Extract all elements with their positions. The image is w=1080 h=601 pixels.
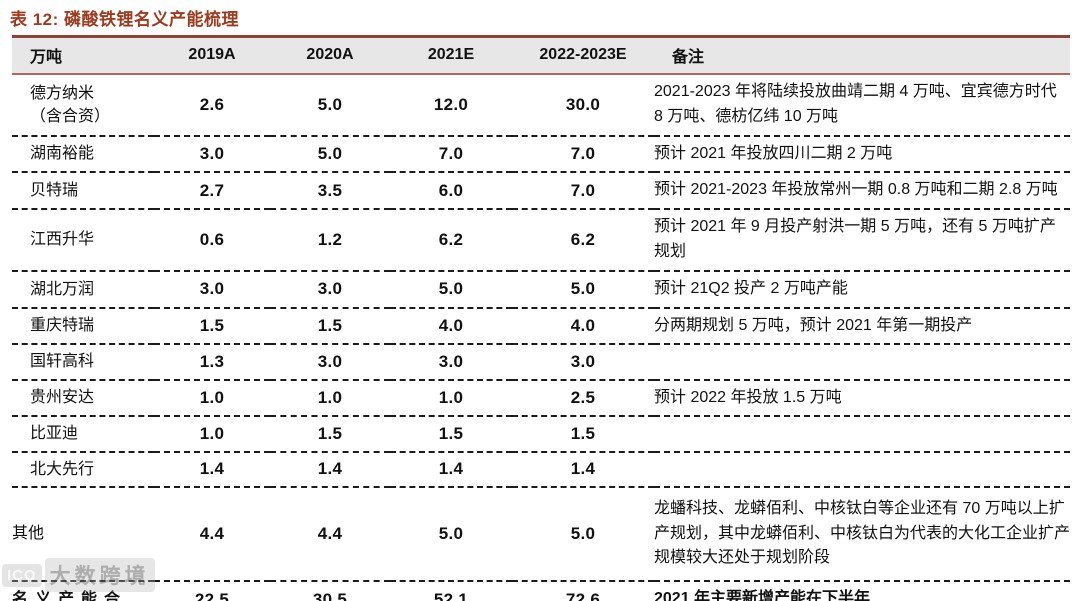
value-2020a: 5.0 xyxy=(270,135,390,174)
value-2020a: 3.5 xyxy=(270,172,390,211)
value-2019a: 2.7 xyxy=(154,172,270,211)
value-2022-2023e: 1.4 xyxy=(512,451,654,488)
remark-text: 2021-2023 年将陆续投放曲靖二期 4 万吨、宜宾德方时代 8 万吨、德枋… xyxy=(654,74,1070,137)
value-2021e: 5.0 xyxy=(390,486,512,583)
value-2021e: 6.0 xyxy=(390,172,512,211)
value-2019a: 3.0 xyxy=(154,270,270,309)
value-2019a: 1.4 xyxy=(154,451,270,488)
col-header-2019a: 2019A xyxy=(154,35,270,75)
col-header-2021e: 2021E xyxy=(390,35,512,75)
company-name: 贵州安达 xyxy=(12,379,154,418)
value-2020a: 3.0 xyxy=(270,270,390,309)
remark-text: 龙蟠科技、龙蟒佰利、中核钛白等企业还有 70 万吨以上扩产规划，其中龙蟒佰利、中… xyxy=(654,486,1070,583)
remark-text xyxy=(654,416,1070,453)
value-2020a: 4.4 xyxy=(270,486,390,583)
value-2020a: 5.0 xyxy=(270,74,390,137)
value-2019a: 1.5 xyxy=(154,307,270,346)
value-2019a: 1.0 xyxy=(154,379,270,418)
value-2022-2023e: 4.0 xyxy=(512,307,654,346)
total-2022-2023e: 72.6 xyxy=(512,581,654,601)
value-2020a: 1.4 xyxy=(270,451,390,488)
value-2020a: 1.0 xyxy=(270,379,390,418)
remark-text: 预计 2021-2023 年投放常州一期 0.8 万吨和二期 2.8 万吨 xyxy=(654,172,1070,211)
company-name: 德方纳米 （含合资） xyxy=(12,74,154,137)
value-2022-2023e: 30.0 xyxy=(512,74,654,137)
total-row: 名义产能合 22.5 30.5 52.1 72.6 2021 年主要新增产能在下… xyxy=(12,581,1070,601)
remark-text: 预计 2021 年投放四川二期 2 万吨 xyxy=(654,135,1070,174)
company-name: 比亚迪 xyxy=(12,416,154,453)
table-row: 江西升华 0.6 1.2 6.2 6.2 预计 2021 年 9 月投产射洪一期… xyxy=(12,209,1070,272)
col-header-remark: 备注 xyxy=(654,35,1070,75)
value-2019a: 3.0 xyxy=(154,135,270,174)
value-2021e: 6.2 xyxy=(390,209,512,272)
remark-text: 预计 2022 年投放 1.5 万吨 xyxy=(654,379,1070,418)
value-2021e: 1.5 xyxy=(390,416,512,453)
col-header-unit: 万吨 xyxy=(12,35,154,75)
value-2020a: 1.5 xyxy=(270,307,390,346)
value-2021e: 5.0 xyxy=(390,270,512,309)
total-2021e: 52.1 xyxy=(390,581,512,601)
table-header: 万吨 2019A 2020A 2021E 2022-2023E 备注 xyxy=(12,35,1070,75)
remark-text: 分两期规划 5 万吨，预计 2021 年第一期投产 xyxy=(654,307,1070,346)
value-2022-2023e: 3.0 xyxy=(512,344,654,381)
value-2022-2023e: 1.5 xyxy=(512,416,654,453)
value-2021e: 1.4 xyxy=(390,451,512,488)
remark-text: 预计 2021 年 9 月投产射洪一期 5 万吨，还有 5 万吨扩产规划 xyxy=(654,209,1070,272)
table-row: 其他 4.4 4.4 5.0 5.0 龙蟠科技、龙蟒佰利、中核钛白等企业还有 7… xyxy=(12,486,1070,583)
table-row: 比亚迪 1.0 1.5 1.5 1.5 xyxy=(12,416,1070,453)
value-2021e: 3.0 xyxy=(390,344,512,381)
table-title: 表 12: 磷酸铁锂名义产能梳理 xyxy=(10,10,240,29)
value-2021e: 7.0 xyxy=(390,135,512,174)
value-2020a: 1.5 xyxy=(270,416,390,453)
value-2022-2023e: 6.2 xyxy=(512,209,654,272)
company-name: 重庆特瑞 xyxy=(12,307,154,346)
value-2019a: 4.4 xyxy=(154,486,270,583)
company-name: 国轩高科 xyxy=(12,344,154,381)
company-name: 湖北万润 xyxy=(12,270,154,309)
table-row: 湖南裕能 3.0 5.0 7.0 7.0 预计 2021 年投放四川二期 2 万… xyxy=(12,135,1070,174)
value-2020a: 1.2 xyxy=(270,209,390,272)
value-2022-2023e: 7.0 xyxy=(512,135,654,174)
header-row: 万吨 2019A 2020A 2021E 2022-2023E 备注 xyxy=(12,35,1070,75)
value-2022-2023e: 5.0 xyxy=(512,486,654,583)
value-2019a: 2.6 xyxy=(154,74,270,137)
table-row: 湖北万润 3.0 3.0 5.0 5.0 预计 21Q2 投产 2 万吨产能 xyxy=(12,270,1070,309)
total-2019a: 22.5 xyxy=(154,581,270,601)
remark-text xyxy=(654,451,1070,488)
value-2019a: 1.0 xyxy=(154,416,270,453)
col-header-2020a: 2020A xyxy=(270,35,390,75)
company-name: 北大先行 xyxy=(12,451,154,488)
value-2019a: 1.3 xyxy=(154,344,270,381)
col-header-2022-2023e: 2022-2023E xyxy=(512,35,654,75)
total-label: 名义产能合 xyxy=(12,581,154,601)
value-2021e: 1.0 xyxy=(390,379,512,418)
total-2020a: 30.5 xyxy=(270,581,390,601)
company-name: 贝特瑞 xyxy=(12,172,154,211)
table-row: 德方纳米 （含合资） 2.6 5.0 12.0 30.0 2021-2023 年… xyxy=(12,74,1070,137)
table-row: 贵州安达 1.0 1.0 1.0 2.5 预计 2022 年投放 1.5 万吨 xyxy=(12,379,1070,418)
table-row: 北大先行 1.4 1.4 1.4 1.4 xyxy=(12,451,1070,488)
company-name: 湖南裕能 xyxy=(12,135,154,174)
company-name: 其他 xyxy=(12,486,154,583)
remark-text xyxy=(654,344,1070,381)
value-2021e: 12.0 xyxy=(390,74,512,137)
value-2019a: 0.6 xyxy=(154,209,270,272)
capacity-table: 万吨 2019A 2020A 2021E 2022-2023E 备注 德方纳米 … xyxy=(12,35,1070,601)
table-row: 贝特瑞 2.7 3.5 6.0 7.0 预计 2021-2023 年投放常州一期… xyxy=(12,172,1070,211)
company-name: 江西升华 xyxy=(12,209,154,272)
value-2021e: 4.0 xyxy=(390,307,512,346)
value-2022-2023e: 2.5 xyxy=(512,379,654,418)
value-2022-2023e: 5.0 xyxy=(512,270,654,309)
table-row: 国轩高科 1.3 3.0 3.0 3.0 xyxy=(12,344,1070,381)
total-remark: 2021 年主要新增产能在下半年 xyxy=(654,581,1070,601)
value-2022-2023e: 7.0 xyxy=(512,172,654,211)
table-row: 重庆特瑞 1.5 1.5 4.0 4.0 分两期规划 5 万吨，预计 2021 … xyxy=(12,307,1070,346)
value-2020a: 3.0 xyxy=(270,344,390,381)
remark-text: 预计 21Q2 投产 2 万吨产能 xyxy=(654,270,1070,309)
